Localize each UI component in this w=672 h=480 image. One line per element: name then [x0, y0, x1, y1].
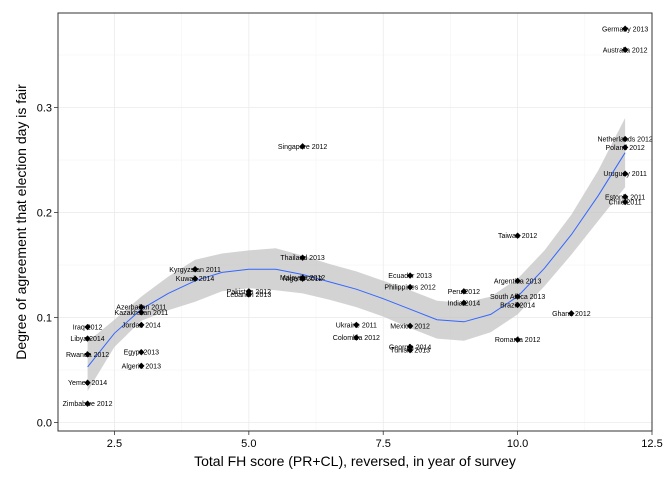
point-label: Algeria 2013 [122, 363, 161, 370]
data-point [621, 25, 629, 32]
point-label: Azerbaijan 2011 [116, 305, 166, 312]
data-point [568, 310, 575, 317]
point-label: Colombia 2012 [333, 335, 380, 342]
point-labels: Germany 2013 Australia 2012 Netherlands 20… [63, 26, 653, 408]
data-point [138, 303, 145, 311]
data-point [299, 275, 306, 282]
point-label: Poland 2012 [605, 145, 644, 152]
point-label: Georgia 2014 [389, 344, 432, 351]
data-point [406, 272, 414, 279]
data-point [621, 144, 629, 151]
point-label: Kuwait 2014 [176, 276, 215, 283]
x-tick-label: 12.5 [641, 438, 662, 450]
point-label: Singapore 2012 [278, 144, 328, 151]
data-point [84, 379, 91, 386]
data-point [84, 335, 91, 342]
point-label: Yemen 2014 [68, 380, 107, 387]
panel-border [57, 12, 653, 432]
data-point [138, 321, 145, 329]
data-point [406, 322, 414, 330]
point-label: Peru 2012 [448, 289, 480, 296]
data-point [621, 46, 629, 53]
point-label: Jordan 2014 [122, 322, 161, 329]
point-label: Chile 2011 [609, 200, 642, 207]
data-point [84, 351, 91, 358]
data-point [84, 400, 91, 407]
data-point [514, 277, 521, 285]
plot-panel [58, 13, 652, 431]
point-label: Netherlands 2012 [597, 137, 652, 144]
data-point [191, 275, 199, 282]
y-tick-label: 0.1 [37, 313, 52, 325]
data-point [621, 135, 629, 143]
point-label: Brazil 2014 [500, 302, 535, 309]
point-label: Libya 2014 [70, 336, 104, 343]
data-point [514, 293, 521, 300]
data-point [138, 349, 145, 356]
data-point [406, 346, 414, 354]
y-axis: 0.0 0.1 0.2 0.3 [37, 103, 58, 430]
point-label: Thailand 2013 [280, 255, 324, 262]
point-label: Ecuador 2013 [388, 273, 432, 280]
data-point [353, 334, 360, 341]
data-point [191, 266, 199, 273]
data-point [514, 232, 521, 239]
point-label: South Africa 2013 [490, 294, 545, 301]
smooth-trend-line [87, 152, 626, 368]
data-point [621, 170, 629, 177]
data-point [84, 323, 91, 331]
point-label: Uruguay 2011 [603, 171, 647, 178]
point-label: Australia 2012 [603, 47, 648, 54]
data-point [138, 309, 145, 316]
point-label: Pakistan 2012 [227, 289, 271, 296]
data-point [514, 336, 521, 343]
point-label: Ghana 2012 [552, 311, 591, 318]
point-label: Argentina 2013 [494, 278, 542, 285]
data-point [353, 321, 360, 329]
point-label: Romania 2012 [495, 337, 541, 344]
y-tick-label: 0.2 [37, 208, 52, 220]
point-label: Ukraine 2011 [336, 322, 377, 329]
data-point [621, 193, 629, 200]
y-tick-label: 0.3 [37, 103, 52, 115]
point-label: Zimbabwe 2012 [63, 401, 113, 408]
x-tick-label: 7.5 [376, 438, 391, 450]
data-point [460, 299, 468, 307]
y-tick-label: 0.0 [37, 418, 52, 430]
x-tick-label: 5.0 [241, 438, 256, 450]
data-point [514, 301, 521, 309]
grid-major-lines [58, 13, 653, 431]
point-label: Mexico 2012 [390, 323, 430, 330]
point-label: Philippines 2012 [384, 285, 435, 292]
point-label: Egypt 2013 [124, 350, 160, 357]
data-points [84, 25, 629, 407]
y-axis-title: Degree of agreement that election day is… [13, 84, 29, 360]
confidence-ribbon [87, 118, 626, 392]
point-label: Lebanon 2013 [226, 292, 271, 299]
data-point [621, 198, 629, 206]
point-label: Estonia 2011 [605, 194, 645, 201]
x-axis-title: Total FH score (PR+CL), reversed, in yea… [194, 453, 516, 469]
data-point [299, 143, 306, 150]
data-point [406, 283, 414, 291]
data-point [245, 291, 253, 298]
x-tick-label: 2.5 [107, 438, 122, 450]
point-label: Rwanda 2012 [66, 352, 109, 359]
data-point [460, 288, 468, 295]
data-point [138, 362, 145, 370]
point-label: Nigeria 2012 [283, 276, 323, 283]
point-label: Iraq 2012 [73, 325, 103, 332]
point-label: Kyrgyzstan 2011 [169, 267, 221, 274]
point-label: India 2014 [448, 300, 481, 307]
point-label: Malaysia 2012 [280, 275, 325, 282]
point-label: Tunisia 2013 [390, 348, 430, 355]
point-label: Taiwan 2012 [498, 233, 537, 240]
x-axis: 2.5 5.0 7.5 10.0 12.5 [107, 431, 663, 450]
data-point [299, 254, 306, 261]
point-label: Kazakhstan 2011 [115, 310, 169, 317]
x-tick-label: 10.0 [507, 438, 528, 450]
point-label: Germany 2013 [602, 26, 648, 33]
